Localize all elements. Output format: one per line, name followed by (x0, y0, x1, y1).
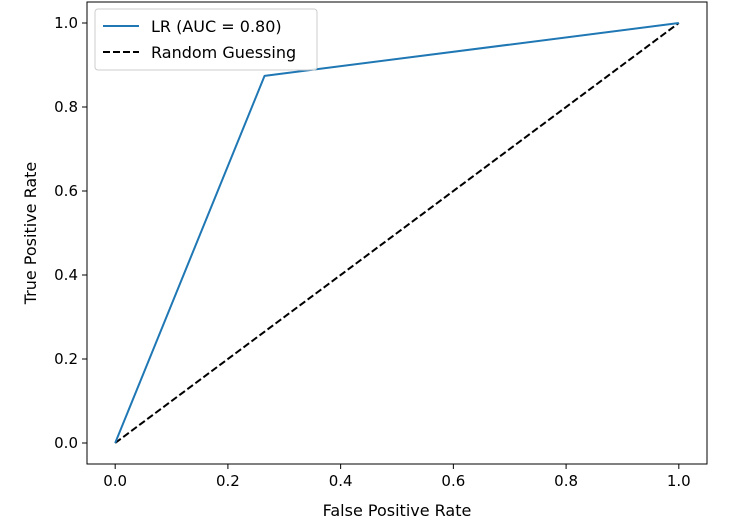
y-tick-label: 0.8 (54, 98, 78, 116)
legend-label-lr: LR (AUC = 0.80) (151, 17, 282, 36)
y-tick-label: 0.2 (54, 350, 78, 368)
y-axis-label: True Positive Rate (21, 162, 40, 306)
x-tick-label: 0.2 (216, 472, 240, 490)
y-tick-label: 0.6 (54, 182, 78, 200)
legend-box (94, 8, 318, 71)
x-tick-label: 0.4 (329, 472, 353, 490)
x-tick-label: 0.6 (441, 472, 465, 490)
y-tick-label: 0.4 (54, 266, 78, 284)
legend-label-random: Random Guessing (151, 43, 296, 62)
y-tick-label: 0.0 (54, 434, 78, 452)
series-layer (114, 22, 680, 444)
y-tick-label: 1.0 (54, 14, 78, 32)
x-tick-label: 1.0 (667, 472, 691, 490)
x-axis-label: False Positive Rate (323, 501, 472, 520)
ticks-layer: 0.0 0.2 0.4 0.6 0.8 1.0 0.0 0.2 0.4 0.6 0.8 1.0 (54, 14, 691, 490)
plot-frame (86, 1, 708, 465)
series-line-lr (114, 22, 679, 444)
legend: LR (AUC = 0.80) Random Guessing (94, 8, 318, 71)
x-tick-label: 0.8 (554, 472, 578, 490)
series-line-random-guessing (114, 22, 680, 444)
x-tick-label: 0.0 (103, 472, 127, 490)
